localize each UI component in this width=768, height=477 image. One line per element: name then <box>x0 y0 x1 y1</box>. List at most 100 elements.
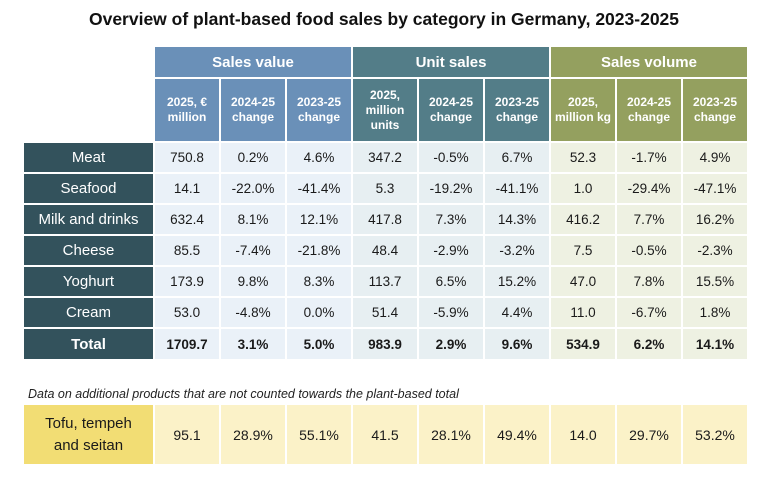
table-cell: 4.4% <box>485 298 549 327</box>
extra-cell: 29.7% <box>617 405 681 464</box>
table-cell: -41.1% <box>485 174 549 203</box>
table-cell: 53.0 <box>155 298 219 327</box>
page-title: Overview of plant-based food sales by ca… <box>88 9 680 29</box>
table-row: Yoghurt 173.9 9.8% 8.3% 113.7 6.5% 15.2% 47.0 7.… <box>24 267 747 296</box>
table-cell: 7.7% <box>617 205 681 234</box>
row-label: Seafood <box>24 174 153 203</box>
subheader-row: 2025, € million 2024-25 change 2023-25 change… <box>24 79 747 141</box>
additional-products-note: Data on additional products that are not… <box>28 387 459 401</box>
table-cell: 51.4 <box>353 298 417 327</box>
table-cell: 1.8% <box>683 298 747 327</box>
table-cell: 347.2 <box>353 143 417 172</box>
table-cell: -3.2% <box>485 236 549 265</box>
table-row: Meat 750.8 0.2% 4.6% 347.2 -0.5% 6.7% 52.3 -1.7%… <box>24 143 747 172</box>
table-cell: 983.9 <box>353 329 417 359</box>
row-label: Cheese <box>24 236 153 265</box>
table-cell: -5.9% <box>419 298 483 327</box>
table-row: Milk and drinks 632.4 8.1% 12.1% 417.8 7.3% 14… <box>24 205 747 234</box>
additional-products-table: Tofu, tempeh and seitan 95.1 28.9% 55.1% 41.5… <box>22 403 749 466</box>
table-cell: 750.8 <box>155 143 219 172</box>
table-cell: 417.8 <box>353 205 417 234</box>
row-label: Milk and drinks <box>24 205 153 234</box>
table-cell: 6.5% <box>419 267 483 296</box>
table-row: Seafood 14.1 -22.0% -41.4% 5.3 -19.2% -41.1% 1.… <box>24 174 747 203</box>
subheader-sales-volume-1: 2024-25 change <box>617 79 681 141</box>
table-cell: 16.2% <box>683 205 747 234</box>
extra-cell: 41.5 <box>353 405 417 464</box>
table-cell: -21.8% <box>287 236 351 265</box>
table-cell: 173.9 <box>155 267 219 296</box>
sales-table: Sales value Unit sales Sales volume 2025… <box>22 45 749 361</box>
total-row: Total 1709.7 3.1% 5.0% 983.9 2.9% 9.6% 534.9 6.2… <box>24 329 747 359</box>
table-cell: 2.9% <box>419 329 483 359</box>
subheader-sales-volume-0: 2025, million kg <box>551 79 615 141</box>
table-cell: 1.0 <box>551 174 615 203</box>
table-cell: 9.6% <box>485 329 549 359</box>
table-cell: 3.1% <box>221 329 285 359</box>
table-cell: 0.0% <box>287 298 351 327</box>
table-cell: -19.2% <box>419 174 483 203</box>
table-cell: 6.2% <box>617 329 681 359</box>
subheader-sales-volume-2: 2023-25 change <box>683 79 747 141</box>
table-cell: 6.7% <box>485 143 549 172</box>
table-cell: 48.4 <box>353 236 417 265</box>
extra-cell: 28.1% <box>419 405 483 464</box>
subheader-unit-sales-1: 2024-25 change <box>419 79 483 141</box>
subheader-sales-value-2: 2023-25 change <box>287 79 351 141</box>
table-cell: -2.9% <box>419 236 483 265</box>
table-cell: 12.1% <box>287 205 351 234</box>
table-row: Cream 53.0 -4.8% 0.0% 51.4 -5.9% 4.4% 11.0 -6.7%… <box>24 298 747 327</box>
table-cell: 4.6% <box>287 143 351 172</box>
table-cell: 14.1% <box>683 329 747 359</box>
row-label: Cream <box>24 298 153 327</box>
table-cell: 632.4 <box>155 205 219 234</box>
table-cell: 534.9 <box>551 329 615 359</box>
extra-row-label: Tofu, tempeh and seitan <box>24 405 153 464</box>
subheader-sales-value-1: 2024-25 change <box>221 79 285 141</box>
table-cell: -2.3% <box>683 236 747 265</box>
table-cell: -1.7% <box>617 143 681 172</box>
table-cell: -47.1% <box>683 174 747 203</box>
table-cell: 15.2% <box>485 267 549 296</box>
table-cell: 7.3% <box>419 205 483 234</box>
table-cell: -22.0% <box>221 174 285 203</box>
group-sales-value: Sales value <box>155 47 351 77</box>
extra-cell: 53.2% <box>683 405 747 464</box>
table-row: Cheese 85.5 -7.4% -21.8% 48.4 -2.9% -3.2% 7.5 -0… <box>24 236 747 265</box>
table-cell: -4.8% <box>221 298 285 327</box>
table-cell: 85.5 <box>155 236 219 265</box>
subheader-sales-value-0: 2025, € million <box>155 79 219 141</box>
table-cell: 14.3% <box>485 205 549 234</box>
table-cell: 1709.7 <box>155 329 219 359</box>
table-cell: -41.4% <box>287 174 351 203</box>
table-cell: 5.3 <box>353 174 417 203</box>
table-cell: 5.0% <box>287 329 351 359</box>
table-cell: -0.5% <box>419 143 483 172</box>
table-cell: -7.4% <box>221 236 285 265</box>
table-cell: 4.9% <box>683 143 747 172</box>
table-cell: -6.7% <box>617 298 681 327</box>
table-cell: 52.3 <box>551 143 615 172</box>
table-cell: -0.5% <box>617 236 681 265</box>
row-label: Yoghurt <box>24 267 153 296</box>
table-cell: 15.5% <box>683 267 747 296</box>
group-unit-sales: Unit sales <box>353 47 549 77</box>
extra-row: Tofu, tempeh and seitan 95.1 28.9% 55.1% 41.5… <box>24 405 747 464</box>
corner-cell-2 <box>24 79 153 141</box>
row-label: Meat <box>24 143 153 172</box>
table-cell: -29.4% <box>617 174 681 203</box>
group-header-row: Sales value Unit sales Sales volume <box>24 47 747 77</box>
table-cell: 8.3% <box>287 267 351 296</box>
subheader-unit-sales-0: 2025, million units <box>353 79 417 141</box>
table-cell: 113.7 <box>353 267 417 296</box>
extra-cell: 28.9% <box>221 405 285 464</box>
subheader-unit-sales-2: 2023-25 change <box>485 79 549 141</box>
extra-cell: 49.4% <box>485 405 549 464</box>
extra-cell: 55.1% <box>287 405 351 464</box>
row-label: Total <box>24 329 153 359</box>
table-cell: 11.0 <box>551 298 615 327</box>
group-sales-volume: Sales volume <box>551 47 747 77</box>
table-cell: 47.0 <box>551 267 615 296</box>
table-cell: 14.1 <box>155 174 219 203</box>
table-cell: 7.8% <box>617 267 681 296</box>
